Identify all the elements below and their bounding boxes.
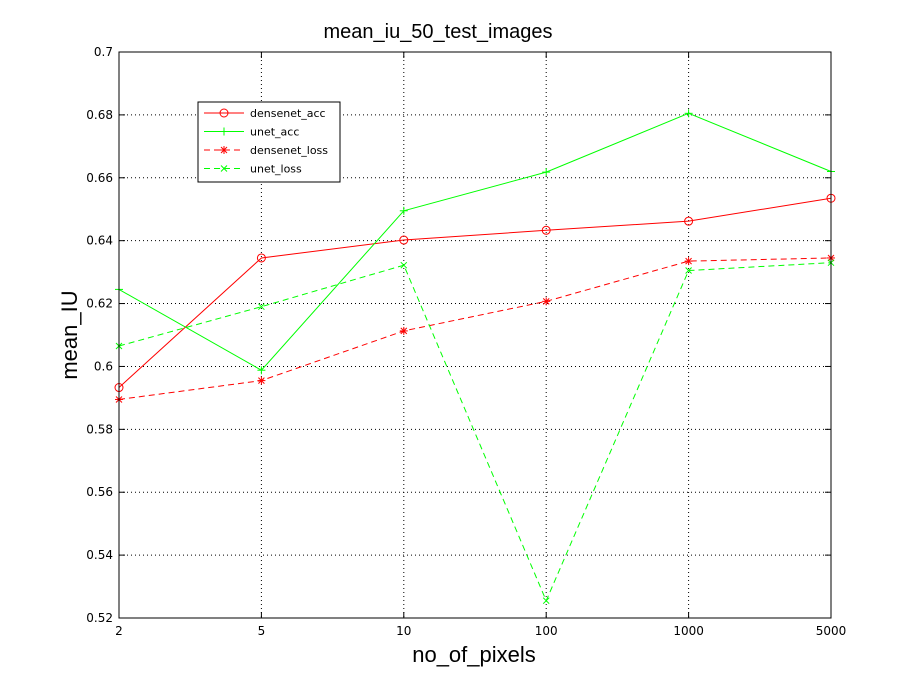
data-point-x: [400, 261, 408, 269]
y-axis-title: mean_IU: [57, 290, 82, 379]
y-tick-label: 0.54: [86, 548, 113, 562]
marker-stroke: [685, 267, 692, 274]
data-point-circle: [219, 108, 229, 118]
marker-stroke: [220, 165, 228, 172]
marker-circle: [256, 253, 266, 263]
data-point-asterisk: [542, 297, 551, 306]
series-line: [118, 257, 832, 400]
data-point-circle: [399, 235, 409, 245]
plot-area-border: [118, 51, 832, 619]
data-point-x: [220, 165, 228, 172]
marker-stroke: [542, 298, 550, 305]
legend-item: unet_acc: [204, 126, 299, 139]
legend-item: unet_loss: [204, 163, 302, 176]
y-tick-label: 0.64: [86, 234, 113, 248]
chart-title: mean_iu_50_test_images: [323, 21, 552, 43]
marker-stroke: [685, 257, 692, 265]
y-tick-label: 0.56: [86, 485, 113, 499]
marker-circle: [219, 108, 229, 118]
data-point-circle: [256, 253, 266, 263]
data-point-circle: [684, 216, 694, 226]
marker-stroke: [258, 377, 265, 384]
data-point-plus: [542, 168, 551, 177]
data-point-asterisk: [257, 376, 266, 385]
marker-stroke: [400, 327, 408, 335]
x-tick-label: 100: [535, 624, 558, 638]
data-point-plus: [257, 366, 266, 375]
data-point-x: [258, 303, 265, 311]
data-point-plus: [684, 109, 693, 118]
x-axis-title: no_of_pixels: [412, 642, 536, 667]
legend-label: unet_acc: [250, 126, 299, 139]
y-tick-label: 0.6: [94, 359, 113, 373]
series-line: [118, 262, 832, 602]
y-tick-label: 0.7: [94, 45, 113, 59]
legend-item: densenet_loss: [204, 144, 328, 157]
x-tick-label: 1000: [673, 624, 704, 638]
data-point-asterisk: [399, 326, 408, 335]
y-tick-label: 0.66: [86, 171, 113, 185]
legend-label: densenet_loss: [250, 144, 328, 157]
legend-label: densenet_acc: [250, 107, 326, 120]
marker-stroke: [220, 146, 228, 154]
data-point-plus: [220, 127, 228, 136]
data-point-x: [542, 597, 550, 605]
legend: densenet_acc unet_acc densenet_loss unet_lo…: [197, 101, 341, 183]
data-point-asterisk: [684, 257, 693, 266]
marker-stroke: [258, 303, 265, 311]
marker-stroke: [400, 261, 408, 269]
y-tick-label: 0.68: [86, 108, 113, 122]
legend-box: [197, 101, 341, 183]
grid: [119, 52, 831, 618]
data-point-circle: [541, 225, 551, 235]
marker-circle: [399, 235, 409, 245]
series-line: [118, 197, 832, 388]
x-tick-label: 10: [396, 624, 411, 638]
series-line: [118, 112, 832, 371]
marker-circle: [541, 225, 551, 235]
data-point-plus: [399, 206, 408, 215]
y-tick-label: 0.58: [86, 422, 113, 436]
data-point-x: [685, 267, 692, 274]
data-point-asterisk: [220, 146, 228, 154]
ticks: 2 5 10 100 1000 5000 0.52 0.54 0.56 0.58 0.6 0.62 0.…: [86, 45, 846, 638]
legend-item: densenet_acc: [204, 107, 326, 120]
marker-stroke: [542, 597, 550, 605]
y-tick-label: 0.62: [86, 297, 113, 311]
y-tick-label: 0.52: [86, 611, 113, 625]
x-tick-label: 2: [115, 624, 123, 638]
x-tick-label: 5000: [816, 624, 847, 638]
x-tick-label: 5: [258, 624, 266, 638]
marker-circle: [684, 216, 694, 226]
legend-label: unet_loss: [250, 163, 302, 176]
